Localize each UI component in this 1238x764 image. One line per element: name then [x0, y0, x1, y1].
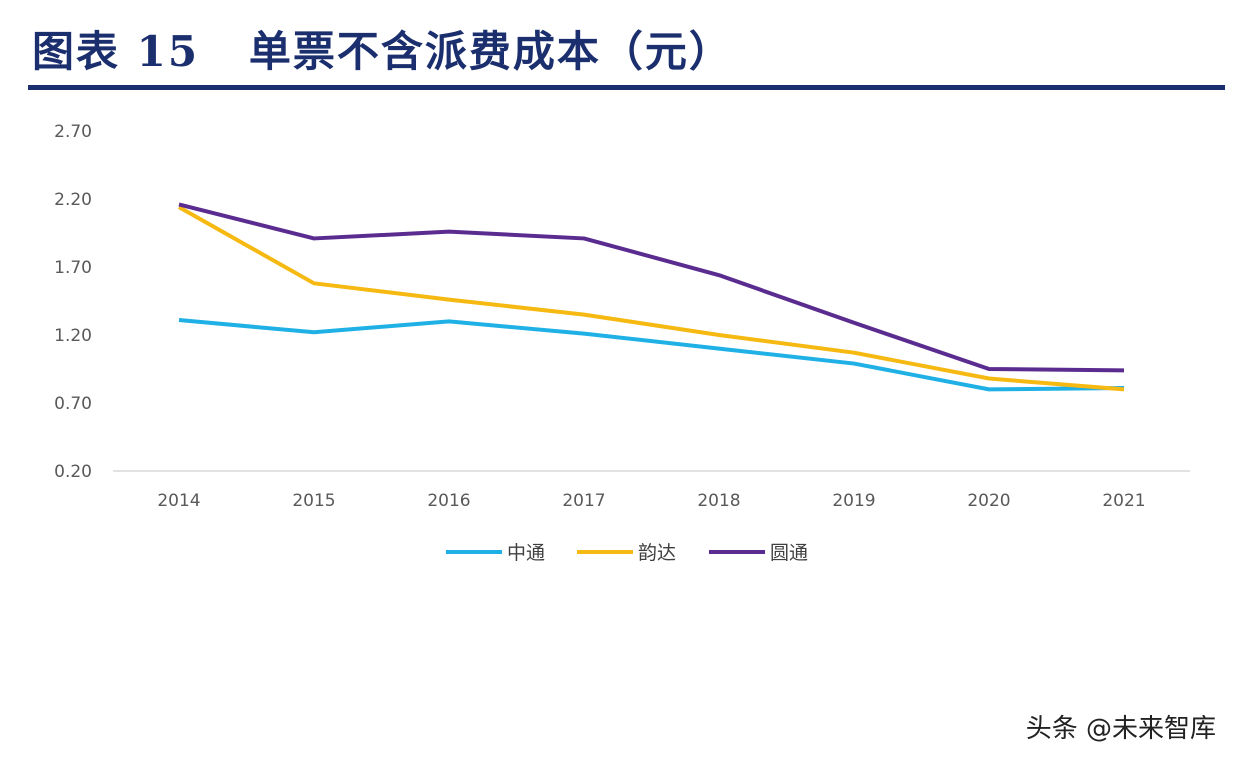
series-line-圆通	[178, 202, 1125, 373]
legend-label: 圆通	[770, 542, 808, 564]
y-tick-label: 0.70	[54, 394, 92, 414]
x-tick-label: 2020	[967, 491, 1010, 511]
series-line-中通	[178, 318, 1125, 392]
x-tick-label: 2016	[427, 491, 470, 511]
x-tick-label: 2018	[697, 491, 740, 511]
x-tick-label: 2015	[292, 491, 335, 511]
legend-label: 韵达	[638, 542, 676, 564]
watermark: 头条 @未来智库	[1025, 714, 1216, 744]
x-tick-label: 2019	[832, 491, 875, 511]
chart-title: 图表 15 单票不含派费成本（元）	[32, 27, 733, 76]
x-tick-label: 2021	[1102, 491, 1145, 511]
y-tick-label: 1.70	[54, 258, 92, 278]
x-tick-label: 2014	[157, 491, 200, 511]
legend-label: 中通	[507, 542, 545, 564]
y-tick-label: 2.70	[54, 122, 92, 142]
y-tick-label: 1.20	[54, 326, 92, 346]
y-tick-label: 2.20	[54, 190, 92, 210]
y-tick-label: 0.20	[54, 462, 92, 482]
x-tick-label: 2017	[562, 491, 605, 511]
title-divider	[28, 85, 1225, 90]
series-line-韵达	[178, 205, 1125, 392]
